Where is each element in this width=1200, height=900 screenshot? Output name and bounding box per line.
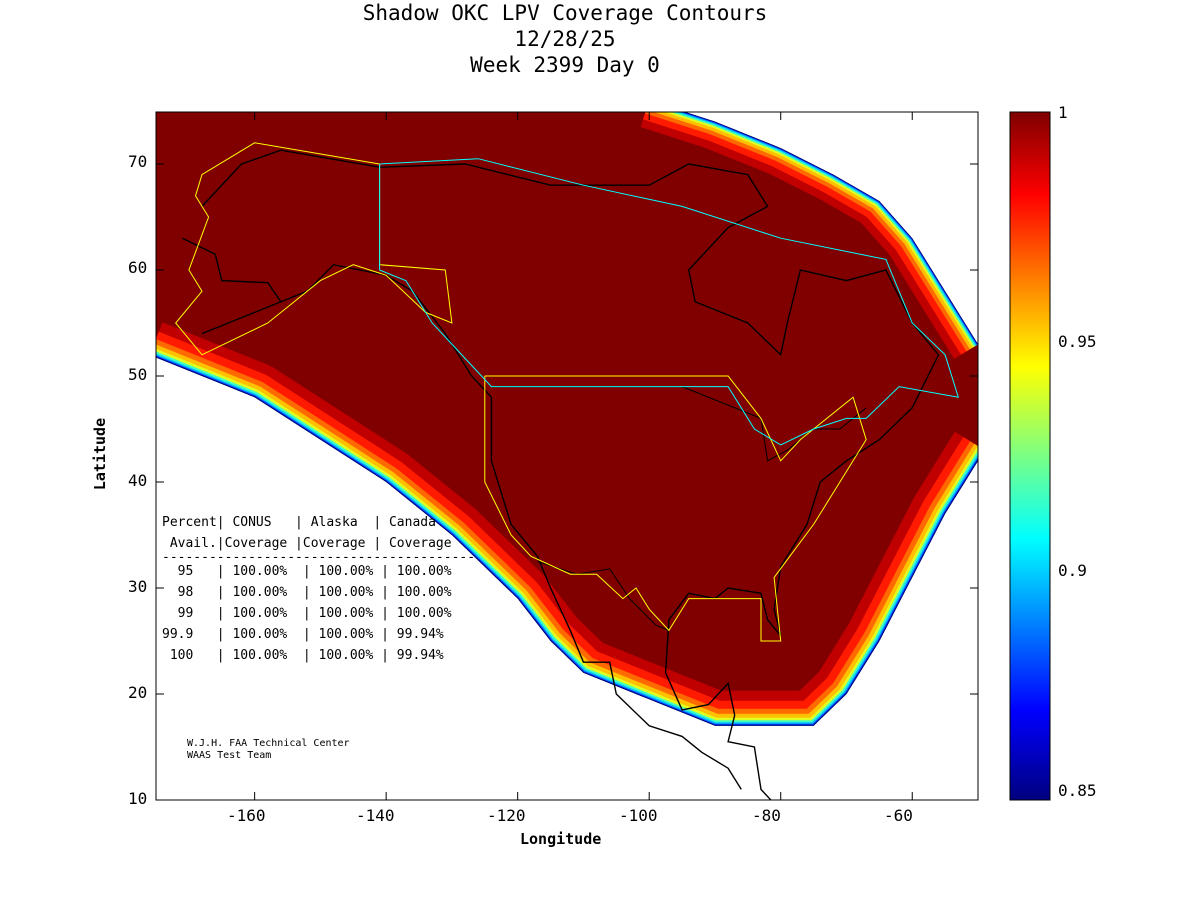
y-tick: 50 <box>128 365 148 384</box>
colorbar-tick: 1 <box>1058 103 1068 122</box>
y-tick: 40 <box>128 471 148 490</box>
coverage-region <box>156 112 978 726</box>
alaska-boundary <box>175 142 453 356</box>
y-axis-label: Latitude <box>91 417 110 491</box>
table-header-2: Avail.|Coverage |Coverage | Coverage <box>162 536 452 551</box>
colorbar-tick: 0.85 <box>1058 781 1097 800</box>
x-tick: -140 <box>356 806 395 825</box>
coastline <box>490 397 742 790</box>
y-tick: 60 <box>128 258 148 277</box>
colorbar-tick: 0.95 <box>1058 332 1097 351</box>
plot-week: Week 2399 Day 0 <box>470 53 660 77</box>
x-tick: -160 <box>227 806 266 825</box>
table-row: 99.9 | 100.00% | 100.00% | 99.94% <box>162 627 444 642</box>
table-row: 100 | 100.00% | 100.00% | 99.94% <box>162 648 444 663</box>
table-rule: ---------------------------------------- <box>162 550 476 565</box>
colorbar <box>1009 111 1051 801</box>
coastline <box>201 149 940 800</box>
credit-line: WAAS Test Team <box>187 750 272 761</box>
table-row: 98 | 100.00% | 100.00% | 100.00% <box>162 585 452 600</box>
plot-frame <box>155 111 979 801</box>
y-tick: 70 <box>128 152 148 171</box>
x-tick: -120 <box>487 806 526 825</box>
y-tick: 20 <box>128 683 148 702</box>
x-axis-label: Longitude <box>520 830 602 848</box>
table-row: 95 | 100.00% | 100.00% | 100.00% <box>162 564 452 579</box>
plot-date: 12/28/25 <box>514 27 616 51</box>
x-tick: -100 <box>619 806 658 825</box>
colorbar-tick: 0.9 <box>1058 561 1087 580</box>
x-tick: -60 <box>884 806 913 825</box>
conus-boundary <box>484 375 867 642</box>
coastline <box>181 237 282 303</box>
border <box>491 386 867 462</box>
table-row: 99 | 100.00% | 100.00% | 100.00% <box>162 606 452 621</box>
border <box>537 561 670 631</box>
x-tick: -80 <box>752 806 781 825</box>
credit-line: W.J.H. FAA Technical Center <box>187 738 350 749</box>
y-tick: 30 <box>128 577 148 596</box>
table-header-1: Percent| CONUS | Alaska | Canada <box>162 515 436 530</box>
y-tick: 10 <box>128 789 148 808</box>
canada-boundary <box>379 158 960 446</box>
plot-title: Shadow OKC LPV Coverage Contours <box>362 1 768 25</box>
